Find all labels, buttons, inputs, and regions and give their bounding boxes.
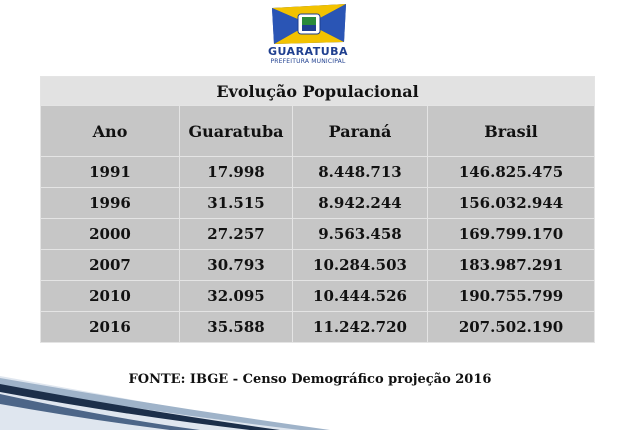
column-header-ano: Ano (40, 105, 180, 157)
cell-year: 2010 (40, 280, 180, 312)
decorative-swoosh-icon (0, 376, 330, 430)
guaratuba-logo: GUARATUBA PREFEITURA MUNICIPAL (258, 2, 358, 70)
cell-brasil: 169.799.170 (426, 218, 596, 250)
cell-guaratuba: 27.257 (179, 218, 293, 250)
cell-parana: 11.242.720 (292, 311, 428, 343)
cell-year: 2000 (40, 218, 180, 250)
flag-emblem-icon (272, 4, 346, 44)
table-row: 2010 32.095 10.444.526 190.755.799 (40, 280, 596, 312)
logo-subtitle: PREFEITURA MUNICIPAL (270, 58, 346, 65)
cell-brasil: 146.825.475 (426, 156, 596, 188)
cell-year: 2016 (40, 311, 180, 343)
table-title-row: Evolução Populacional (39, 76, 596, 106)
cell-parana: 8.448.713 (292, 156, 428, 188)
source-note: FONTE: IBGE - Censo Demográfico projeção… (128, 372, 492, 387)
table-header-row: Ano Guaratuba Paraná Brasil (40, 105, 596, 157)
cell-brasil: 183.987.291 (426, 249, 596, 281)
cell-parana: 8.942.244 (292, 187, 428, 219)
cell-brasil: 207.502.190 (426, 311, 596, 343)
table-row: 1991 17.998 8.448.713 146.825.475 (40, 156, 596, 188)
cell-year: 2007 (40, 249, 180, 281)
table-row: 2016 35.588 11.242.720 207.502.190 (40, 311, 596, 343)
column-header-guaratuba: Guaratuba (179, 105, 293, 157)
table-title: Evolução Populacional (39, 76, 596, 106)
cell-parana: 10.444.526 (292, 280, 428, 312)
cell-guaratuba: 17.998 (179, 156, 293, 188)
table-row: 2000 27.257 9.563.458 169.799.170 (40, 218, 596, 250)
population-table: Evolução Populacional Ano Guaratuba Para… (39, 76, 596, 343)
cell-guaratuba: 32.095 (179, 280, 293, 312)
cell-guaratuba: 31.515 (179, 187, 293, 219)
cell-guaratuba: 30.793 (179, 249, 293, 281)
population-table-container: Evolução Populacional Ano Guaratuba Para… (39, 76, 596, 343)
cell-year: 1996 (40, 187, 180, 219)
cell-guaratuba: 35.588 (179, 311, 293, 343)
cell-parana: 10.284.503 (292, 249, 428, 281)
cell-parana: 9.563.458 (292, 218, 428, 250)
table-row: 2007 30.793 10.284.503 183.987.291 (40, 249, 596, 281)
cell-brasil: 156.032.944 (426, 187, 596, 219)
table-row: 1996 31.515 8.942.244 156.032.944 (40, 187, 596, 219)
column-header-brasil: Brasil (426, 105, 596, 157)
column-header-parana: Paraná (292, 105, 428, 157)
logo-name: GUARATUBA (267, 45, 349, 58)
cell-year: 1991 (40, 156, 180, 188)
cell-brasil: 190.755.799 (426, 280, 596, 312)
